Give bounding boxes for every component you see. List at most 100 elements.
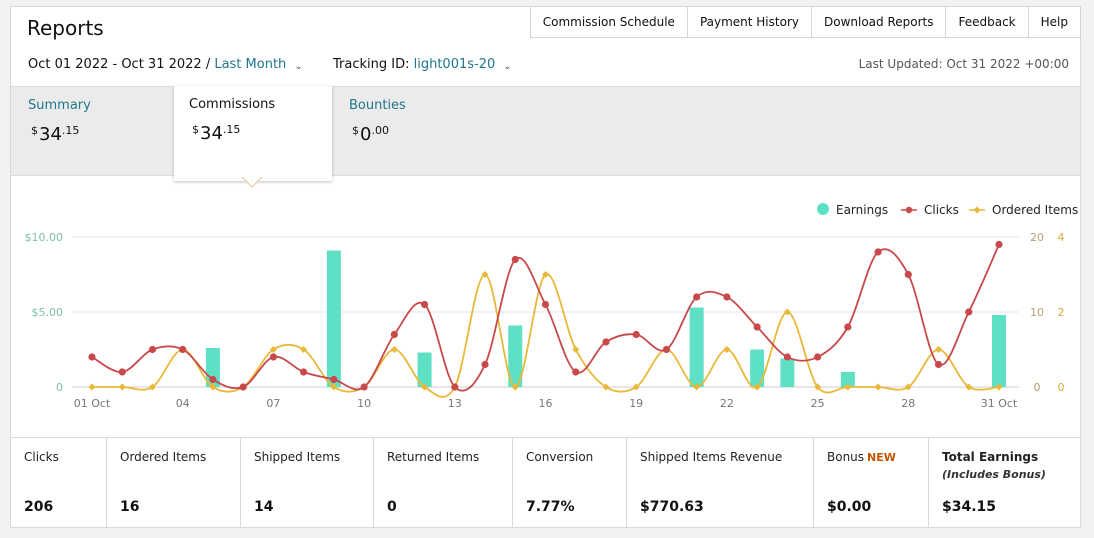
- tab-value: $34.15: [31, 124, 80, 145]
- clicks-point: [300, 368, 308, 376]
- stat-value: 14: [254, 499, 274, 515]
- ordered-items-point: [481, 271, 489, 278]
- clicks-point: [179, 345, 187, 354]
- ordered-items-point: [693, 383, 701, 391]
- new-badge: NEW: [867, 451, 896, 464]
- stat-total-earnings: Total Earnings (Includes Bonus) $34.15: [929, 438, 1080, 528]
- chevron-down-icon[interactable]: ⌄: [503, 61, 512, 72]
- tab-bounties[interactable]: Bounties $0.00: [349, 87, 489, 177]
- x-axis-tick-label: 31 Oct: [981, 397, 1018, 410]
- date-range: Oct 01 2022 - Oct 31 2022 /: [28, 57, 211, 72]
- earnings-bar: [689, 307, 704, 387]
- clicks-point: [723, 293, 731, 301]
- x-axis-tick-label: 07: [266, 397, 280, 410]
- right-axis-ordered-tick-label: 0: [1058, 381, 1065, 394]
- ordered-items-point: [814, 383, 822, 391]
- last-updated: Last Updated: Oct 31 2022 +00:00: [858, 57, 1069, 71]
- stat-label: Shipped Items Revenue: [640, 450, 783, 464]
- feedback-link[interactable]: Feedback: [946, 6, 1029, 38]
- stat-label: Shipped Items: [254, 450, 341, 464]
- period-dropdown[interactable]: Last Month: [214, 57, 287, 72]
- clicks-point: [814, 353, 822, 361]
- ordered-items-swatch-icon: [969, 206, 985, 214]
- stat-conversion: Conversion 7.77%: [513, 438, 627, 528]
- tab-value: $0.00: [352, 124, 389, 145]
- payment-history-link[interactable]: Payment History: [687, 6, 812, 38]
- x-axis-tick-label: 22: [720, 397, 734, 410]
- x-axis-tick-label: 19: [629, 397, 643, 410]
- x-axis-tick-label: 25: [811, 397, 825, 410]
- ordered-items-point: [874, 383, 882, 391]
- ordered-items-point: [572, 346, 580, 353]
- clicks-point: [904, 270, 912, 279]
- chevron-down-icon[interactable]: ⌄: [294, 61, 303, 72]
- stat-value: $0.00: [827, 499, 872, 515]
- stat-note: (Includes Bonus): [942, 468, 1046, 481]
- tab-label: Commissions: [189, 97, 276, 112]
- legend-clicks[interactable]: Clicks: [901, 203, 959, 217]
- tracking-id-dropdown[interactable]: light001s-20: [413, 57, 496, 72]
- earnings-bar: [992, 315, 1006, 387]
- clicks-point: [118, 368, 126, 376]
- help-link[interactable]: Help: [1028, 6, 1081, 38]
- clicks-point: [451, 383, 459, 391]
- stat-value: 16: [120, 499, 140, 515]
- right-axis-clicks-tick-label: 0: [1034, 381, 1041, 394]
- clicks-point: [148, 345, 157, 354]
- clicks-point: [844, 323, 852, 331]
- tab-summary[interactable]: Summary $34.15: [28, 87, 168, 177]
- right-axis-clicks-tick-label: 10: [1030, 306, 1044, 319]
- stat-value: 7.77%: [526, 499, 575, 515]
- ordered-items-point: [723, 346, 731, 353]
- ordered-items-point: [511, 383, 519, 391]
- clicks-point: [995, 240, 1003, 249]
- clicks-point: [783, 353, 791, 361]
- right-axis-ordered-tick-label: 4: [1058, 231, 1065, 244]
- ordered-items-point: [300, 346, 308, 353]
- commission-schedule-link[interactable]: Commission Schedule: [529, 6, 688, 38]
- ordered-items-point: [421, 383, 429, 391]
- x-axis-tick-label: 16: [539, 397, 553, 410]
- clicks-point: [390, 330, 398, 339]
- ordered-items-line: [91, 273, 1000, 398]
- stat-ordered-items: Ordered Items 16: [107, 438, 241, 528]
- clicks-line: [91, 244, 1000, 392]
- stat-label: Returned Items: [387, 450, 480, 464]
- clicks-point: [662, 345, 671, 354]
- ordered-items-point: [995, 383, 1003, 391]
- earnings-bar: [840, 372, 855, 387]
- earnings-bar: [417, 352, 432, 387]
- tab-commissions[interactable]: Commissions $34.15: [174, 86, 332, 181]
- clicks-point: [209, 375, 217, 384]
- ordered-items-point: [542, 271, 549, 278]
- earnings-swatch-icon: [817, 203, 829, 215]
- ordered-items-point: [390, 346, 398, 353]
- download-reports-link[interactable]: Download Reports: [811, 6, 947, 38]
- clicks-point: [511, 255, 519, 264]
- tracking-label: Tracking ID:: [332, 57, 410, 72]
- earnings-bar: [750, 349, 765, 387]
- earnings-bar: [508, 325, 523, 387]
- ordered-items-point: [844, 383, 852, 391]
- clicks-point: [965, 308, 973, 316]
- earnings-bar: [780, 358, 795, 387]
- stat-label: Total Earnings: [942, 450, 1039, 464]
- clicks-point: [330, 375, 338, 384]
- clicks-point: [420, 300, 429, 309]
- stat-returned-items: Returned Items 0: [374, 438, 513, 528]
- ordered-items-point: [783, 308, 791, 316]
- stat-value: $34.15: [942, 499, 997, 515]
- stat-label: Ordered Items: [120, 450, 207, 464]
- ordered-items-point: [88, 383, 96, 391]
- x-axis-tick-label: 28: [901, 397, 915, 410]
- filter-bar: Oct 01 2022 - Oct 31 2022 / Last Month ⌄ …: [28, 57, 512, 72]
- legend-ordered-items[interactable]: Ordered Items: [969, 203, 1078, 217]
- ordered-items-point: [935, 346, 943, 353]
- legend-earnings[interactable]: Earnings: [817, 203, 888, 217]
- right-axis-clicks-tick-label: 20: [1030, 231, 1044, 244]
- reports-panel: Reports Commission Schedule Payment Hist…: [10, 6, 1081, 528]
- top-nav: Commission Schedule Payment History Down…: [529, 6, 1081, 38]
- stat-value: 206: [24, 499, 54, 515]
- x-axis-tick-label: 13: [448, 397, 462, 410]
